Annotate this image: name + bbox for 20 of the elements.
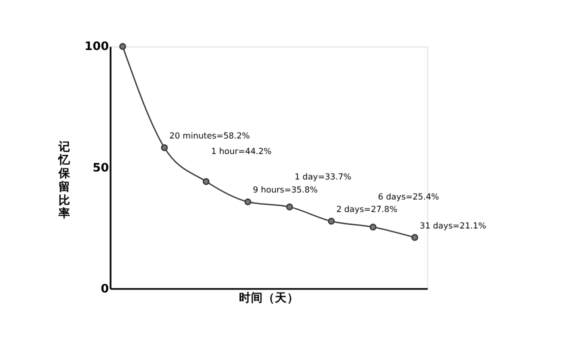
annotation: 2 days=27.8% bbox=[336, 204, 398, 214]
point bbox=[286, 204, 294, 210]
point bbox=[411, 234, 418, 241]
annotation: 9 hours=35.8% bbox=[252, 184, 318, 195]
point bbox=[202, 178, 210, 185]
y-tick-label: 50 bbox=[92, 160, 109, 174]
y-tick-label: 0 bbox=[100, 281, 109, 296]
point bbox=[160, 144, 168, 152]
point bbox=[328, 218, 335, 225]
point bbox=[244, 198, 252, 206]
y-axis-title: 记忆保留比率 bbox=[58, 139, 72, 220]
y-tick-label: 100 bbox=[84, 39, 109, 54]
point bbox=[119, 43, 126, 50]
x-axis-title: 时间（天） bbox=[239, 290, 300, 304]
annotation: 20 minutes=58.2% bbox=[169, 130, 250, 140]
point bbox=[370, 224, 376, 230]
annotation: 1 day=33.7% bbox=[294, 171, 352, 182]
annotation: 31 days=21.1% bbox=[420, 220, 486, 230]
annotation: 1 hour=44.2% bbox=[211, 146, 272, 156]
annotation: 6 days=25.4% bbox=[378, 191, 440, 202]
